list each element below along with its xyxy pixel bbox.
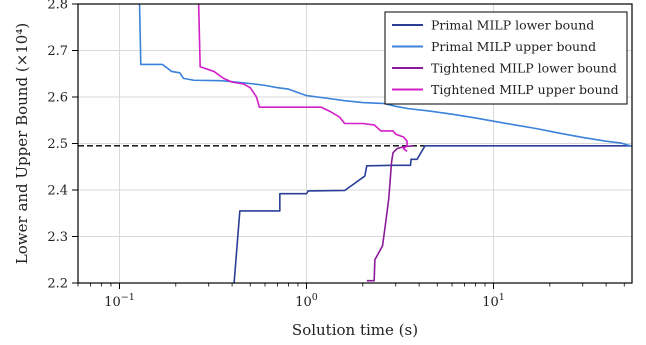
x-tick-label: 101	[482, 292, 505, 310]
ticks-layer: 10−1 100 101 2.2 2.3 2.4 2.5 2.6 2.7 2.8	[47, 0, 625, 310]
legend-label: Tightened MILP upper bound	[431, 82, 619, 97]
x-axis-label: Solution time (s)	[292, 321, 418, 339]
legend-label: Tightened MILP lower bound	[431, 61, 617, 76]
x-tick-label: 10−1	[104, 292, 135, 310]
series-line-4	[197, 4, 408, 153]
legend-label: Primal MILP lower bound	[431, 18, 594, 33]
series-line-1	[233, 145, 632, 283]
y-tick-label: 2.7	[47, 44, 68, 59]
series-layer	[138, 4, 632, 283]
y-tick-label: 2.6	[47, 91, 68, 106]
series-line-3	[366, 145, 413, 282]
series-line-2	[138, 4, 632, 148]
y-axis-label: Lower and Upper Bound (×10⁴)	[13, 23, 31, 264]
y-tick-label: 2.3	[47, 230, 68, 245]
legend: Primal MILP lower bound Primal MILP upper…	[384, 11, 628, 105]
y-tick-label: 2.8	[47, 0, 68, 13]
x-tick-label: 100	[295, 292, 318, 310]
y-tick-label: 2.5	[47, 137, 68, 152]
y-tick-label: 2.2	[47, 277, 68, 292]
legend-label: Primal MILP upper bound	[431, 39, 596, 54]
legend-box	[384, 11, 628, 105]
y-tick-label: 2.4	[47, 184, 68, 199]
